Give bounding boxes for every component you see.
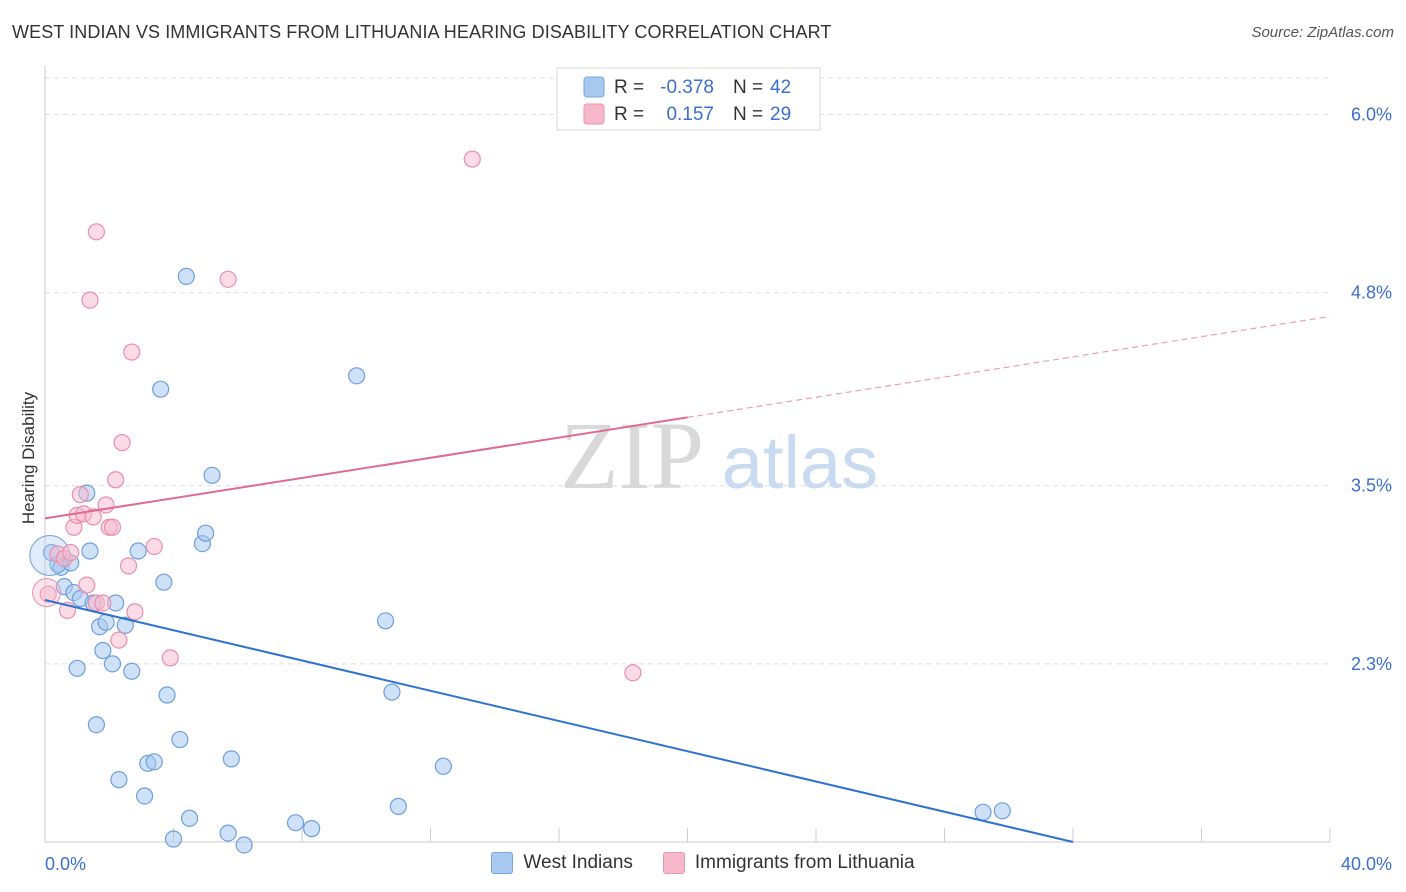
- legend-swatch-west-indians: [491, 852, 514, 874]
- legend-r-label-1: R =: [614, 77, 644, 98]
- point-west-indians-20: [129, 542, 147, 560]
- point-lithuania-20: [123, 343, 141, 361]
- point-west-indians-37: [348, 367, 366, 385]
- chart-source: Source: ZipAtlas.com: [1251, 24, 1394, 41]
- legend-item-west-indians: West Indians: [491, 852, 633, 874]
- point-west-indians-34: [222, 750, 240, 768]
- x-tick-label-start: 0.0%: [45, 854, 86, 874]
- legend-n-value-2: 29: [770, 104, 791, 125]
- point-west-indians-28: [171, 730, 189, 749]
- point-west-indians-32: [203, 466, 221, 484]
- series-legend: West Indians Immigrants from Lithuania: [0, 852, 1406, 874]
- point-lithuania-21: [126, 603, 144, 621]
- point-west-indians-25: [155, 573, 173, 591]
- trend-line-lithuania: [44, 416, 688, 520]
- trend-line-west-indians: [44, 599, 1074, 843]
- legend-swatch-blue: [583, 76, 605, 98]
- point-west-indians-24: [152, 380, 170, 398]
- point-west-indians-39: [383, 683, 401, 701]
- point-lithuania-6: [71, 486, 89, 504]
- trend-line-lithuania-extension: [687, 315, 1331, 418]
- point-lithuania-15: [103, 518, 122, 536]
- point-west-indians-31: [197, 524, 215, 542]
- point-west-indians-27: [164, 830, 183, 848]
- point-west-indians-9: [81, 542, 99, 560]
- point-lithuania-18: [113, 434, 131, 452]
- point-lithuania-25: [463, 150, 481, 168]
- point-west-indians-33: [219, 824, 237, 842]
- point-lithuania-16: [107, 471, 125, 489]
- point-west-indians-29: [180, 809, 199, 827]
- legend-r-value-1: -0.378: [660, 77, 714, 98]
- y-tick-label-3: 6.0%: [1351, 105, 1392, 125]
- watermark-zip: ZIP: [560, 402, 704, 509]
- point-lithuania-8: [78, 576, 96, 594]
- point-west-indians-13: [94, 641, 112, 660]
- point-west-indians-6: [68, 659, 86, 677]
- point-lithuania-10: [84, 508, 102, 526]
- legend-r-value-2: 0.157: [666, 104, 714, 125]
- x-tick-labels: 0.0% 40.0%: [45, 854, 1392, 874]
- chart-title: WEST INDIAN VS IMMIGRANTS FROM LITHUANIA…: [12, 22, 832, 42]
- legend-n-label-2: N =: [733, 104, 763, 125]
- point-west-indians-15: [103, 655, 122, 673]
- point-lithuania-22: [145, 537, 163, 556]
- point-lithuania-26: [624, 664, 642, 682]
- legend-r-label-2: R =: [614, 104, 644, 125]
- point-west-indians-40: [389, 797, 407, 815]
- legend-item-lithuania: Immigrants from Lithuania: [662, 852, 915, 874]
- legend-label-lithuania: Immigrants from Lithuania: [694, 852, 915, 873]
- point-west-indians-36: [286, 814, 305, 832]
- legend-swatch-pink: [583, 103, 605, 125]
- point-west-indians-17: [110, 771, 128, 789]
- point-lithuania-0: [39, 585, 57, 603]
- series-west-indians: [29, 267, 1011, 854]
- point-lithuania-23: [161, 649, 179, 667]
- y-tick-label-2: 4.8%: [1351, 283, 1392, 303]
- trend-lines: [44, 315, 1331, 843]
- point-west-indians-41: [434, 757, 452, 775]
- point-west-indians-19: [123, 662, 141, 680]
- point-west-indians-42: [974, 803, 992, 821]
- legend-swatch-lithuania: [662, 852, 685, 874]
- point-lithuania-12: [94, 594, 112, 612]
- point-west-indians-18: [116, 616, 134, 634]
- point-west-indians-43: [993, 802, 1011, 820]
- series-lithuania: [32, 150, 642, 682]
- stats-legend: R = -0.378 N = 42 R = 0.157 N = 29: [556, 67, 821, 131]
- point-west-indians-38: [376, 612, 395, 630]
- point-lithuania-19: [119, 557, 138, 575]
- point-lithuania-large: [32, 578, 62, 608]
- y-tick-labels: 2.3% 3.5% 4.8% 6.0%: [1351, 105, 1392, 674]
- legend-label-west-indians: West Indians: [523, 852, 633, 873]
- point-west-indians-35: [235, 836, 253, 854]
- point-lithuania-27: [87, 223, 106, 241]
- watermark-atlas: atlas: [722, 421, 878, 504]
- y-axis-label: Hearing Disability: [19, 391, 38, 524]
- point-lithuania-9: [81, 291, 99, 309]
- point-lithuania-24: [219, 270, 237, 288]
- point-west-indians-26: [158, 686, 176, 704]
- point-west-indians-11: [87, 716, 106, 734]
- point-west-indians-45: [303, 820, 321, 838]
- y-tick-label-1: 3.5%: [1351, 476, 1392, 496]
- point-lithuania-28: [62, 543, 80, 562]
- grid-lines: [45, 77, 1330, 665]
- legend-n-value-1: 42: [770, 77, 791, 98]
- point-lithuania-17: [110, 631, 128, 649]
- point-west-indians-23: [145, 753, 163, 771]
- point-west-indians-44: [177, 267, 195, 285]
- watermark: ZIP atlas: [560, 402, 878, 509]
- point-west-indians-21: [135, 787, 154, 805]
- y-tick-label-0: 2.3%: [1351, 654, 1392, 674]
- legend-n-label-1: N =: [733, 77, 763, 98]
- x-tick-label-end: 40.0%: [1341, 854, 1392, 874]
